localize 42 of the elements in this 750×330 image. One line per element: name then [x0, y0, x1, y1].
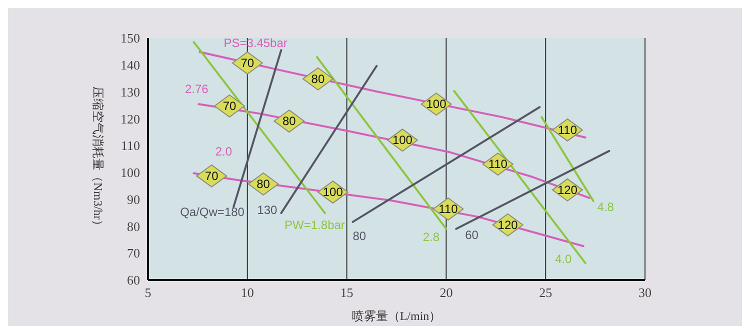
annotation: 110: [558, 122, 578, 137]
series-label: 2.76: [185, 82, 209, 96]
annotation: 100: [426, 97, 447, 112]
annotation: 100: [392, 133, 413, 148]
y-axis-title: 压缩空气消耗量（Nm3/hr）: [90, 86, 105, 232]
series-label: 60: [465, 228, 479, 242]
series-label: 2.0: [215, 144, 232, 158]
annotation: 80: [282, 114, 296, 128]
series-label: 80: [352, 228, 366, 243]
annotation: 70: [222, 99, 236, 114]
y-tick-label: 150: [120, 30, 140, 46]
x-tick-label: 20: [440, 285, 453, 300]
series-label: PW=1.8bar: [284, 218, 345, 232]
series-label: 4.8: [597, 200, 614, 214]
y-tick-label: 120: [120, 111, 140, 126]
y-tick-label: 90: [127, 192, 140, 207]
annotation: 70: [240, 56, 254, 70]
series-label: 4.0: [555, 252, 572, 266]
y-tick-label: 70: [127, 246, 140, 261]
y-tick-label: 140: [120, 58, 140, 73]
y-tick-label: 60: [127, 272, 140, 288]
x-tick-label: 25: [539, 285, 552, 300]
annotation: 70: [204, 168, 219, 183]
x-tick-label: 15: [340, 285, 354, 300]
annotation: 120: [498, 218, 518, 232]
y-tick-label: 100: [120, 165, 140, 180]
annotation: 110: [438, 202, 458, 216]
annotation: 110: [488, 157, 508, 172]
y-tick-label: 110: [120, 138, 140, 154]
annotation: 80: [256, 177, 270, 192]
series-label: 130: [257, 203, 278, 218]
x-tick-label: 5: [144, 285, 152, 300]
x-axis-title: 喷雾量（L/min）: [352, 309, 442, 323]
x-tick-label: 30: [638, 285, 652, 300]
series-label: Qa/Qw=180: [180, 205, 245, 220]
annotation: 80: [311, 72, 325, 86]
annotation: 100: [322, 185, 344, 200]
y-tick-label: 80: [127, 218, 140, 234]
annotation: 120: [557, 182, 578, 197]
y-tick-label: 130: [120, 84, 140, 100]
series-label: 2.8: [422, 230, 440, 244]
x-tick-label: 10: [240, 285, 254, 300]
